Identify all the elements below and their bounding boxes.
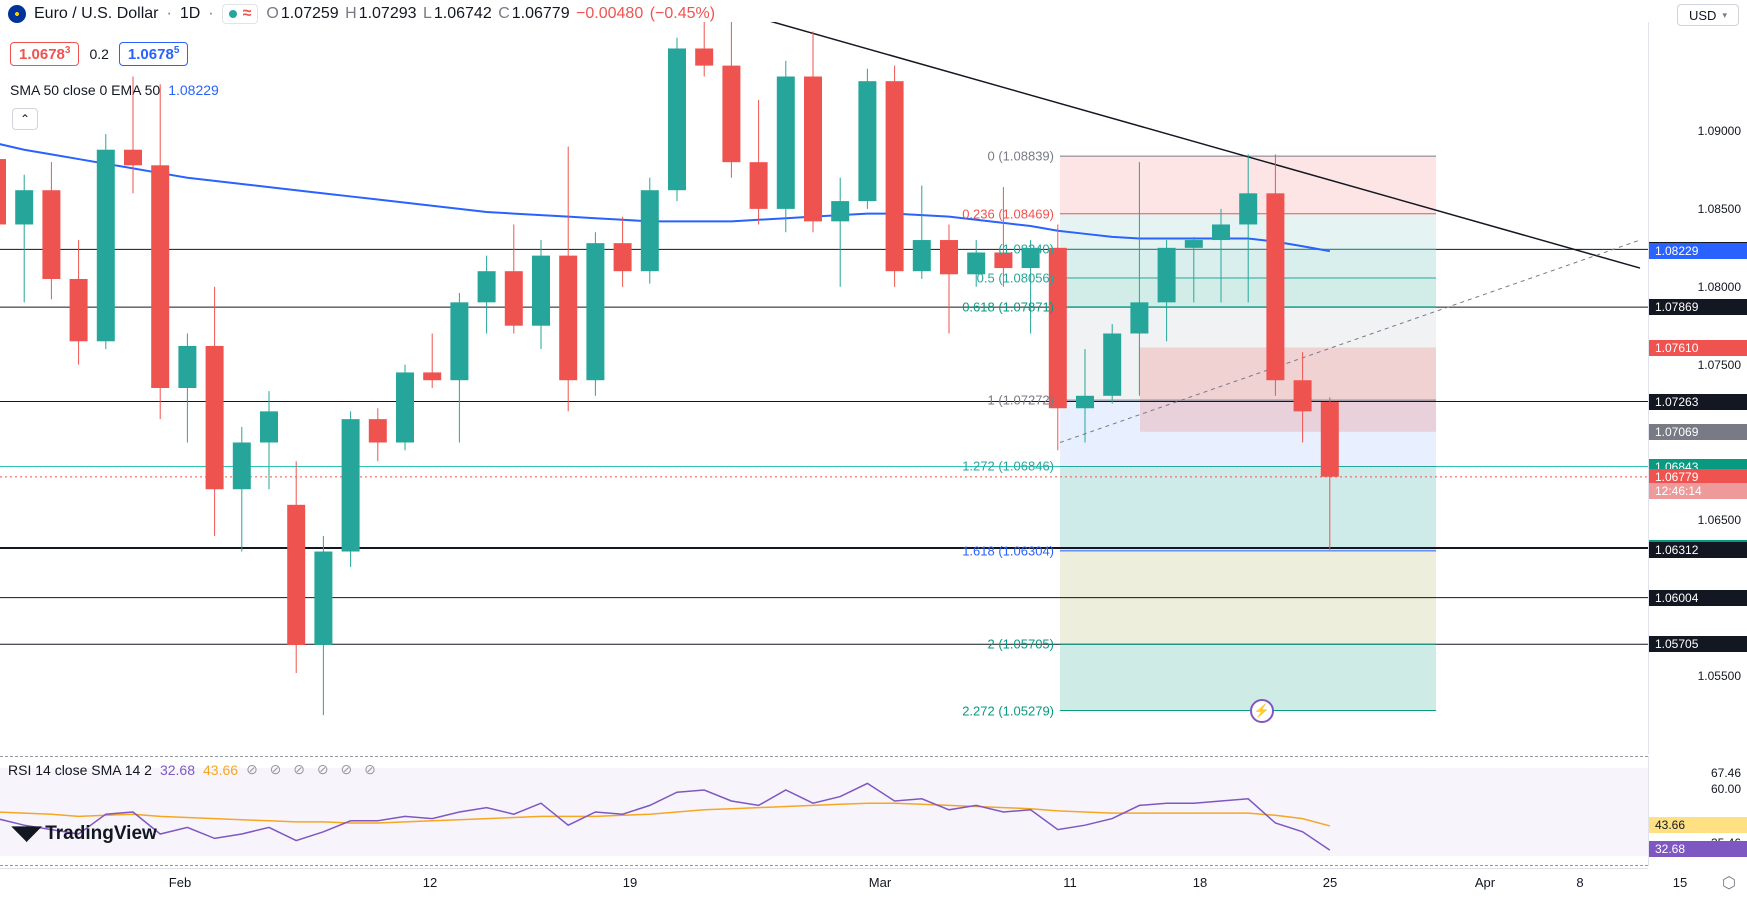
time-label: 8 [1576, 875, 1583, 890]
price-tag: 12:46:14 [1649, 483, 1747, 499]
time-label: Apr [1475, 875, 1495, 890]
fib-level-label: 2 (1.05705) [920, 637, 1054, 652]
fib-level-label: 0.236 (1.08469) [920, 206, 1054, 221]
price-tag: 1.06312 [1649, 542, 1747, 558]
settings-gear-icon[interactable]: ⬡ [1722, 873, 1736, 893]
rsi-tag: 32.68 [1649, 841, 1747, 857]
rsi-value-1: 32.68 [160, 762, 195, 778]
fib-level-label: (1.08240) [920, 242, 1054, 257]
rsi-legend[interactable]: RSI 14 close SMA 14 2 32.68 43.66 ⊘ ⊘ ⊘ … [8, 761, 380, 778]
rsi-tick: 60.00 [1711, 782, 1741, 796]
price-tag: 1.08229 [1649, 243, 1747, 259]
time-label: 15 [1673, 875, 1687, 890]
price-tag: 1.05705 [1649, 636, 1747, 652]
market-open-icon [229, 10, 237, 18]
time-label: 25 [1323, 875, 1337, 890]
price-svg [0, 22, 1648, 754]
price-tick: 1.08000 [1698, 280, 1741, 294]
euro-flag-icon [8, 5, 26, 23]
fib-level-label: 1.272 (1.06846) [920, 459, 1054, 474]
rsi-value-2: 43.66 [203, 762, 238, 778]
symbol-name[interactable]: Euro / U.S. Dollar [34, 5, 158, 23]
time-label: 12 [423, 875, 437, 890]
time-label: 18 [1193, 875, 1207, 890]
interval-label[interactable]: 1D [180, 5, 200, 23]
rsi-panel[interactable]: RSI 14 close SMA 14 2 32.68 43.66 ⊘ ⊘ ⊘ … [0, 756, 1648, 866]
status-pill: ≈ [222, 4, 259, 24]
ohlc-readout: O1.07259 H1.07293 L1.06742 C1.06779 −0.0… [266, 5, 717, 23]
chart-root: Euro / U.S. Dollar · 1D · ≈ O1.07259 H1.… [0, 0, 1747, 913]
fib-level-label: 0.5 (1.08056) [920, 271, 1054, 286]
price-tick: 1.08500 [1698, 202, 1741, 216]
tradingview-logo: ◥◤ TradingView [12, 822, 157, 845]
rsi-legend-text: RSI 14 close SMA 14 2 [8, 762, 152, 778]
price-tag: 1.06004 [1649, 590, 1747, 606]
separator-dot: · [208, 5, 213, 23]
rsi-tick: 67.46 [1711, 766, 1741, 780]
price-tick: 1.07500 [1698, 358, 1741, 372]
price-tag: 1.07069 [1649, 424, 1747, 440]
price-plot[interactable]: 0 (1.08839) 0.236 (1.08469) (1.08240) 0.5 (… [0, 22, 1648, 754]
time-axis[interactable]: ⬡ Feb1219Mar111825Apr81522 [0, 868, 1648, 900]
price-tag: 1.07610 [1649, 340, 1747, 356]
time-label: Mar [869, 875, 891, 890]
chart-header: Euro / U.S. Dollar · 1D · ≈ O1.07259 H1.… [8, 4, 1667, 24]
time-label: 19 [623, 875, 637, 890]
tv-glyph-icon: ◥◤ [12, 822, 41, 845]
price-axis[interactable]: 1.09000 1.08500 1.08000 1.07500 1.06500 1.055… [1648, 22, 1747, 754]
price-tick: 1.06500 [1698, 513, 1741, 527]
approx-icon: ≈ [243, 5, 252, 23]
rsi-icons: ⊘ ⊘ ⊘ ⊘ ⊘ ⊘ [246, 761, 380, 778]
fib-level-label: 0.618 (1.07871) [920, 299, 1054, 314]
price-tag: 1.07263 [1649, 394, 1747, 410]
fib-level-label: 1.618 (1.06304) [920, 543, 1054, 558]
fib-level-label: 1 (1.07272) [920, 393, 1054, 408]
fib-level-label: 0 (1.08839) [920, 149, 1054, 164]
fib-level-label: 2.272 (1.05279) [920, 703, 1054, 718]
separator-dot: · [166, 5, 171, 23]
rsi-tag: 43.66 [1649, 817, 1747, 833]
currency-label: USD [1689, 8, 1716, 23]
time-label: 11 [1063, 875, 1077, 890]
time-label: Feb [169, 875, 191, 890]
price-tag: 1.07869 [1649, 299, 1747, 315]
price-tick: 1.05500 [1698, 669, 1741, 683]
price-tick: 1.09000 [1698, 124, 1741, 138]
rsi-axis[interactable]: 67.4660.0035.4643.6632.68 [1648, 756, 1747, 866]
